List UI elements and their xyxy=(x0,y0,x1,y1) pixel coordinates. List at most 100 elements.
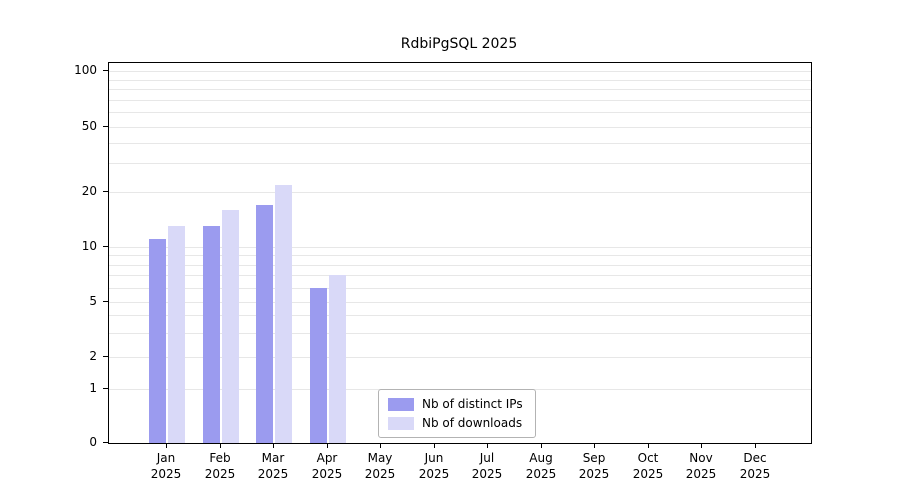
gridline xyxy=(109,247,811,248)
x-tick-month: Oct xyxy=(637,451,659,465)
x-tick-month: Sep xyxy=(582,451,606,465)
bar-distinct-ips xyxy=(149,239,166,443)
gridline xyxy=(109,80,811,81)
x-tick-month: Nov xyxy=(689,451,713,465)
x-tick-label: Mar 2025 xyxy=(243,451,303,482)
x-tick-year: 2025 xyxy=(257,466,289,481)
x-tick-label: Nov 2025 xyxy=(671,451,731,482)
x-tick-year: 2025 xyxy=(311,466,343,481)
x-tick-mark xyxy=(166,443,167,448)
x-tick-month: Aug xyxy=(529,451,553,465)
x-tick-label: Aug 2025 xyxy=(511,451,571,482)
gridline xyxy=(109,127,811,128)
gridline xyxy=(109,302,811,303)
x-tick-mark xyxy=(327,443,328,448)
y-tick-label: 50 xyxy=(81,119,97,133)
y-tick-mark xyxy=(103,356,108,357)
x-tick-month: Feb xyxy=(209,451,231,465)
bar-downloads xyxy=(329,275,346,443)
x-tick-mark xyxy=(273,443,274,448)
x-tick-mark xyxy=(648,443,649,448)
legend-swatch-distinct-ips xyxy=(388,397,414,411)
y-tick-mark xyxy=(103,191,108,192)
gridline xyxy=(109,100,811,101)
x-tick-year: 2025 xyxy=(739,466,771,481)
x-tick-label: Feb 2025 xyxy=(190,451,250,482)
legend-label-distinct-ips: Nb of distinct IPs xyxy=(422,397,523,411)
bar-downloads xyxy=(275,185,292,443)
x-tick-month: Dec xyxy=(743,451,767,465)
y-tick-mark xyxy=(103,301,108,302)
x-tick-label: Jun 2025 xyxy=(404,451,464,482)
y-tick-label: 100 xyxy=(74,63,97,77)
x-tick-month: Mar xyxy=(261,451,285,465)
bar-distinct-ips xyxy=(310,288,327,443)
y-tick-mark xyxy=(103,246,108,247)
x-tick-label: Apr 2025 xyxy=(297,451,357,482)
y-tick-label: 2 xyxy=(89,349,97,363)
bar-downloads xyxy=(222,210,239,443)
gridline xyxy=(109,265,811,266)
bar-distinct-ips xyxy=(203,226,220,443)
x-tick-label: Jul 2025 xyxy=(457,451,517,482)
x-tick-label: Oct 2025 xyxy=(618,451,678,482)
bar-distinct-ips xyxy=(256,205,273,443)
y-tick-mark xyxy=(103,442,108,443)
x-tick-year: 2025 xyxy=(578,466,610,481)
gridline xyxy=(109,143,811,144)
legend-item-distinct-ips: Nb of distinct IPs xyxy=(388,397,523,411)
x-tick-label: May 2025 xyxy=(350,451,410,482)
y-tick-mark xyxy=(103,126,108,127)
x-tick-year: 2025 xyxy=(632,466,664,481)
gridline xyxy=(109,89,811,90)
x-tick-year: 2025 xyxy=(525,466,557,481)
x-tick-year: 2025 xyxy=(150,466,182,481)
y-tick-mark xyxy=(103,70,108,71)
legend-label-downloads: Nb of downloads xyxy=(422,416,523,430)
gridline xyxy=(109,112,811,113)
gridline xyxy=(109,71,811,72)
x-tick-mark xyxy=(487,443,488,448)
x-tick-label: Jan 2025 xyxy=(136,451,196,482)
x-tick-mark xyxy=(755,443,756,448)
x-tick-month: Jul xyxy=(479,451,495,465)
gridline xyxy=(109,288,811,289)
x-tick-year: 2025 xyxy=(204,466,236,481)
legend: Nb of distinct IPs Nb of downloads xyxy=(378,389,536,438)
x-tick-month: May xyxy=(367,451,393,465)
y-tick-mark xyxy=(103,388,108,389)
x-tick-mark xyxy=(541,443,542,448)
gridline xyxy=(109,275,811,276)
y-tick-label: 1 xyxy=(89,381,97,395)
x-tick-mark xyxy=(380,443,381,448)
gridline xyxy=(109,192,811,193)
x-tick-mark xyxy=(434,443,435,448)
gridline xyxy=(109,315,811,316)
x-tick-label: Sep 2025 xyxy=(564,451,624,482)
x-tick-year: 2025 xyxy=(364,466,396,481)
x-tick-mark xyxy=(594,443,595,448)
x-tick-mark xyxy=(701,443,702,448)
x-tick-label: Dec 2025 xyxy=(725,451,785,482)
x-tick-year: 2025 xyxy=(685,466,717,481)
y-tick-label: 0 xyxy=(89,435,97,449)
x-tick-month: Jan xyxy=(156,451,176,465)
gridline xyxy=(109,333,811,334)
chart-title: RdbiPgSQL 2025 xyxy=(400,36,518,52)
gridline xyxy=(109,357,811,358)
bar-downloads xyxy=(168,226,185,443)
plot-area: Nb of distinct IPs Nb of downloads xyxy=(108,62,812,444)
y-tick-label: 10 xyxy=(81,239,97,253)
x-tick-month: Apr xyxy=(316,451,338,465)
x-tick-year: 2025 xyxy=(418,466,450,481)
gridline xyxy=(109,163,811,164)
x-tick-mark xyxy=(220,443,221,448)
legend-swatch-downloads xyxy=(388,416,414,430)
x-tick-month: Jun xyxy=(424,451,444,465)
y-tick-label: 20 xyxy=(81,184,97,198)
gridline xyxy=(109,255,811,256)
legend-item-downloads: Nb of downloads xyxy=(388,416,523,430)
y-tick-label: 5 xyxy=(89,294,97,308)
x-tick-year: 2025 xyxy=(471,466,503,481)
